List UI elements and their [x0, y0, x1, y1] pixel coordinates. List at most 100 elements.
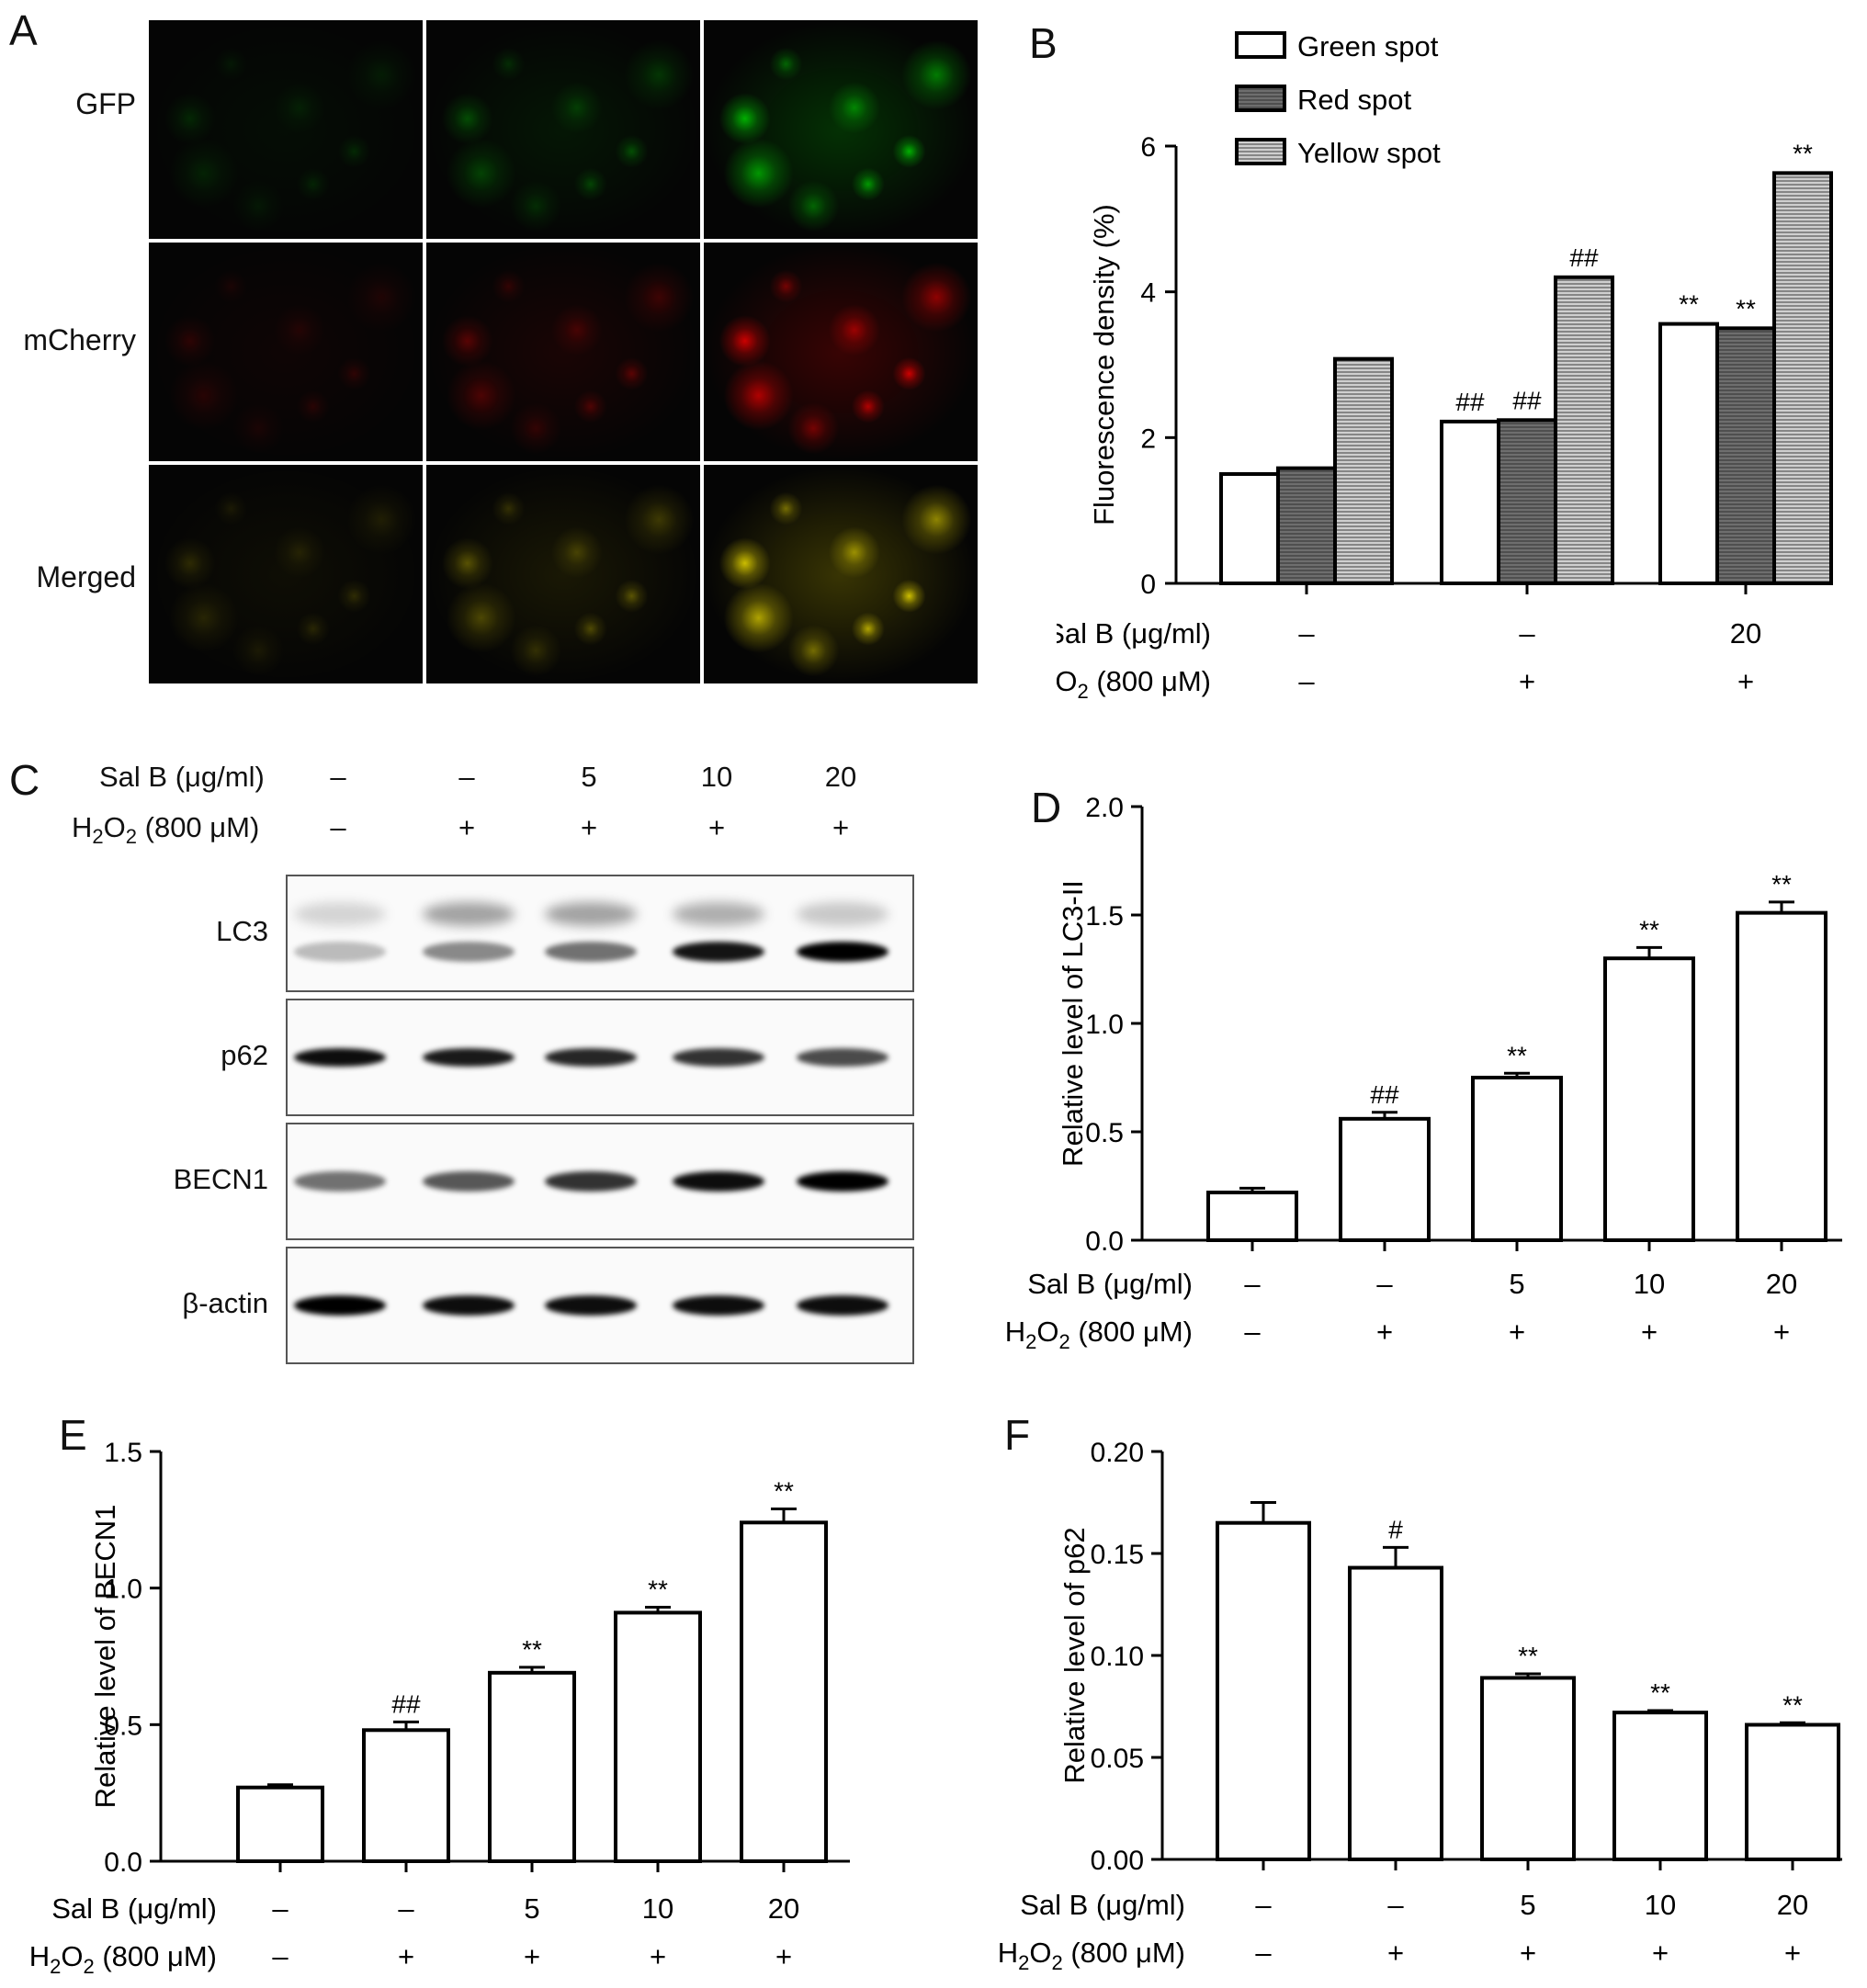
blot-band: [545, 942, 637, 962]
bar: [1715, 326, 1776, 585]
blot-h2o2-value: +: [580, 811, 598, 843]
significance-label: #: [1388, 1515, 1403, 1543]
salb-value: –: [1376, 1268, 1393, 1300]
blot-band: [423, 1295, 515, 1316]
bar: [1480, 1676, 1576, 1862]
h2o2-value: +: [1773, 1316, 1790, 1348]
panel-f-letter: F: [1004, 1411, 1031, 1459]
chart-e-becn1: 0.0 0.5 1.0 1.5 Relative level of BECN1 – – ## –…: [29, 1438, 850, 1978]
blot-band: [294, 1171, 386, 1192]
salb-value: 10: [1645, 1889, 1676, 1921]
micrograph-tile: [149, 465, 423, 683]
blot-band: [673, 1048, 764, 1067]
bar: [740, 1520, 828, 1863]
blot-band: [797, 1295, 888, 1316]
bar: [1658, 322, 1719, 585]
salb-value: 5: [524, 1892, 539, 1925]
blot-band: [673, 942, 764, 962]
row-label-merged: Merged: [36, 560, 137, 593]
y-tick-label: 2: [1140, 424, 1156, 454]
blot-strip-1: [286, 875, 914, 992]
blot-h2o2-label: H2O2 (800 μM): [72, 811, 260, 849]
h2o2-row-label: H2O2 (800 μM): [29, 1940, 217, 1978]
bar: [1612, 1711, 1708, 1861]
h2o2-value: +: [1737, 665, 1754, 697]
bar: [1603, 956, 1695, 1242]
salb-value: 20: [768, 1892, 799, 1925]
y-tick-label: 2.0: [1085, 793, 1124, 823]
salb-value: –: [272, 1892, 289, 1925]
y-tick-label: 0: [1140, 570, 1156, 600]
bar: [236, 1785, 324, 1863]
blot-band: [294, 942, 386, 962]
h2o2-value: +: [1520, 1937, 1536, 1969]
legend-label: Green spot: [1297, 30, 1439, 62]
salb-value: –: [1519, 617, 1535, 649]
salb-value: –: [1244, 1268, 1261, 1300]
blot-label: p62: [221, 1039, 268, 1071]
significance-label: **: [1679, 290, 1699, 319]
y-tick-label: 0.00: [1091, 1846, 1144, 1876]
micrograph-tile: [149, 20, 423, 239]
bar: [1333, 356, 1394, 585]
h2o2-value: +: [398, 1940, 414, 1972]
h2o2-value: +: [1784, 1937, 1801, 1969]
fluorescence-micrograph-grid: [149, 20, 980, 688]
significance-label: **: [1782, 1690, 1803, 1719]
y-tick-label: 1.0: [1085, 1010, 1124, 1040]
panel-a-letter: A: [9, 6, 38, 54]
significance-label: **: [1518, 1642, 1538, 1670]
blot-band-upper: [797, 902, 888, 926]
blot-band: [545, 1295, 637, 1316]
h2o2-value: +: [524, 1940, 540, 1972]
bar: [1216, 1520, 1311, 1861]
blot-band-upper: [673, 902, 764, 926]
y-tick-label: 4: [1140, 278, 1156, 309]
h2o2-value: +: [1641, 1316, 1658, 1348]
significance-label: ##: [1512, 386, 1542, 414]
blot-band: [673, 1295, 764, 1316]
blot-band: [673, 1171, 764, 1192]
legend-swatch: [1235, 31, 1286, 59]
bar: [614, 1610, 702, 1863]
blot-band: [545, 1171, 637, 1192]
micrograph-tile: [704, 20, 978, 239]
y-axis-title: Relative level of BECN1: [89, 1505, 121, 1809]
blot-band: [797, 1171, 888, 1192]
y-tick-label: 0.05: [1091, 1744, 1144, 1774]
y-tick-label: 6: [1140, 132, 1156, 163]
blot-band: [423, 942, 515, 962]
y-axis-title: Fluorescence density (%): [1088, 204, 1120, 525]
significance-label: ##: [1370, 1080, 1399, 1109]
significance-label: **: [1507, 1041, 1527, 1069]
y-axis-title: Relative level of p62: [1058, 1527, 1091, 1783]
panel-d-letter: D: [1031, 784, 1062, 831]
bar: [1206, 1191, 1298, 1242]
micrograph-tile: [704, 243, 978, 461]
salb-row-label: Sal B (μg/ml): [1057, 617, 1211, 649]
blot-salb-label: Sal B (μg/ml): [99, 761, 265, 793]
y-tick-label: 0.0: [1085, 1226, 1124, 1257]
blot-salb-value: 20: [824, 761, 857, 793]
blot-h2o2-value: –: [330, 811, 346, 843]
y-tick-label: 1.0: [104, 1575, 142, 1605]
salb-row-label: Sal B (μg/ml): [51, 1892, 217, 1925]
micrograph-tile: [426, 465, 700, 683]
salb-value: –: [1298, 617, 1315, 649]
salb-row-label: Sal B (μg/ml): [1027, 1268, 1193, 1300]
blot-band: [294, 1048, 386, 1067]
y-axis-title: Relative level of LC3-II: [1057, 880, 1089, 1167]
panel-e-letter: E: [59, 1411, 87, 1459]
y-tick-label: 0.20: [1091, 1438, 1144, 1468]
significance-label: **: [522, 1635, 542, 1664]
h2o2-value: +: [1376, 1316, 1393, 1348]
blot-h2o2-value: +: [832, 811, 850, 843]
salb-value: 10: [642, 1892, 673, 1925]
significance-label: **: [1736, 294, 1756, 322]
blot-salb-value: 10: [700, 761, 733, 793]
salb-value: 5: [1509, 1268, 1524, 1300]
h2o2-value: +: [1387, 1937, 1404, 1969]
blot-strip-3: [286, 1123, 914, 1240]
legend-label: Yellow spot: [1297, 137, 1441, 169]
blot-label: BECN1: [173, 1163, 268, 1195]
